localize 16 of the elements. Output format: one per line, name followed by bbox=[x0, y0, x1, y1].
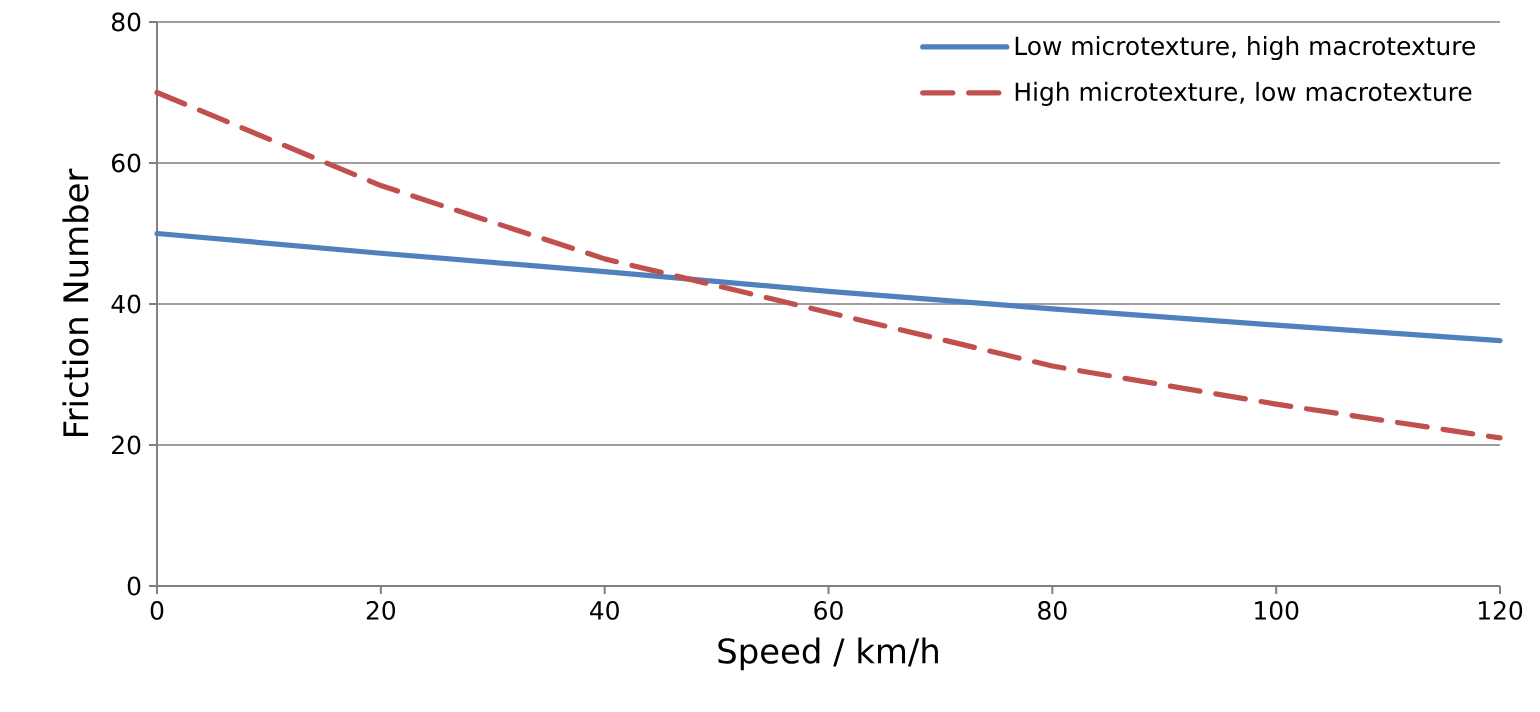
x-tick-label: 20 bbox=[366, 601, 396, 620]
y-tick-label: 20 bbox=[112, 435, 141, 455]
y-axis-title: Friction Number bbox=[62, 168, 89, 437]
x-tick-label: 100 bbox=[1255, 601, 1299, 620]
legend-label: Low microtexture, high macrotexture bbox=[1015, 35, 1475, 61]
y-tick-label: 0 bbox=[127, 576, 141, 596]
y-tick-label: 80 bbox=[111, 12, 141, 32]
x-tick-label: 0 bbox=[150, 601, 164, 620]
legend-label: High microtexture, low macrotexture bbox=[1015, 81, 1472, 106]
x-tick-label: 120 bbox=[1478, 601, 1523, 620]
y-tick-label: 40 bbox=[111, 294, 141, 314]
x-tick-label: 40 bbox=[590, 601, 619, 620]
x-tick-label: 80 bbox=[1038, 601, 1067, 620]
x-tick-label: 60 bbox=[814, 601, 843, 620]
x-axis-title: Speed / km/h bbox=[718, 637, 938, 671]
y-tick-label: 60 bbox=[112, 153, 141, 173]
